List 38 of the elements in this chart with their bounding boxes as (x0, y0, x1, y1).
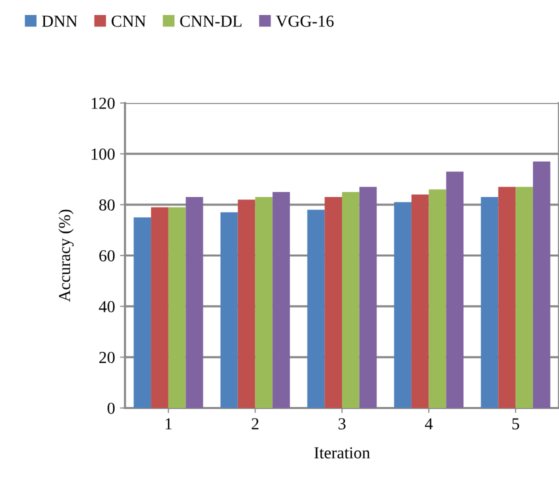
y-tick-label: 0 (108, 402, 115, 414)
bar (516, 186, 533, 408)
y-tick-label: 80 (99, 199, 115, 211)
bar (134, 217, 152, 408)
bar (151, 207, 168, 408)
bar (168, 207, 186, 408)
bar (324, 197, 342, 408)
legend-label: CNN (112, 16, 146, 27)
bar (532, 161, 550, 408)
y-tick-label: 120 (92, 98, 115, 109)
y-tick-label: 20 (99, 352, 115, 364)
bar (272, 192, 290, 408)
bar (480, 197, 498, 408)
x-tick-label: 1 (166, 418, 172, 430)
bar (411, 194, 429, 408)
y-tick-label: 100 (92, 148, 115, 160)
bar (238, 200, 256, 408)
legend-label: VGG-16 (276, 16, 334, 27)
legend-label: DNN (42, 16, 78, 27)
bar (394, 202, 412, 408)
bar (428, 189, 446, 408)
x-tick-label: 5 (512, 418, 520, 430)
bar (498, 186, 516, 408)
bar (307, 210, 325, 408)
bar (220, 212, 238, 408)
bar (342, 192, 360, 408)
legend-label: CNN-DL (180, 16, 242, 27)
x-tick-label: 3 (338, 418, 346, 430)
y-tick-label: 40 (98, 301, 115, 312)
y-tick-label: 60 (99, 250, 115, 262)
x-tick-label: 4 (424, 418, 433, 430)
bar (255, 197, 273, 408)
bar (359, 186, 377, 408)
bar (186, 197, 204, 408)
y-axis-title: Accuracy (%) (58, 210, 74, 302)
x-axis-title: Iteration (314, 447, 370, 458)
x-tick-label: 2 (252, 418, 258, 430)
bar (446, 172, 464, 408)
